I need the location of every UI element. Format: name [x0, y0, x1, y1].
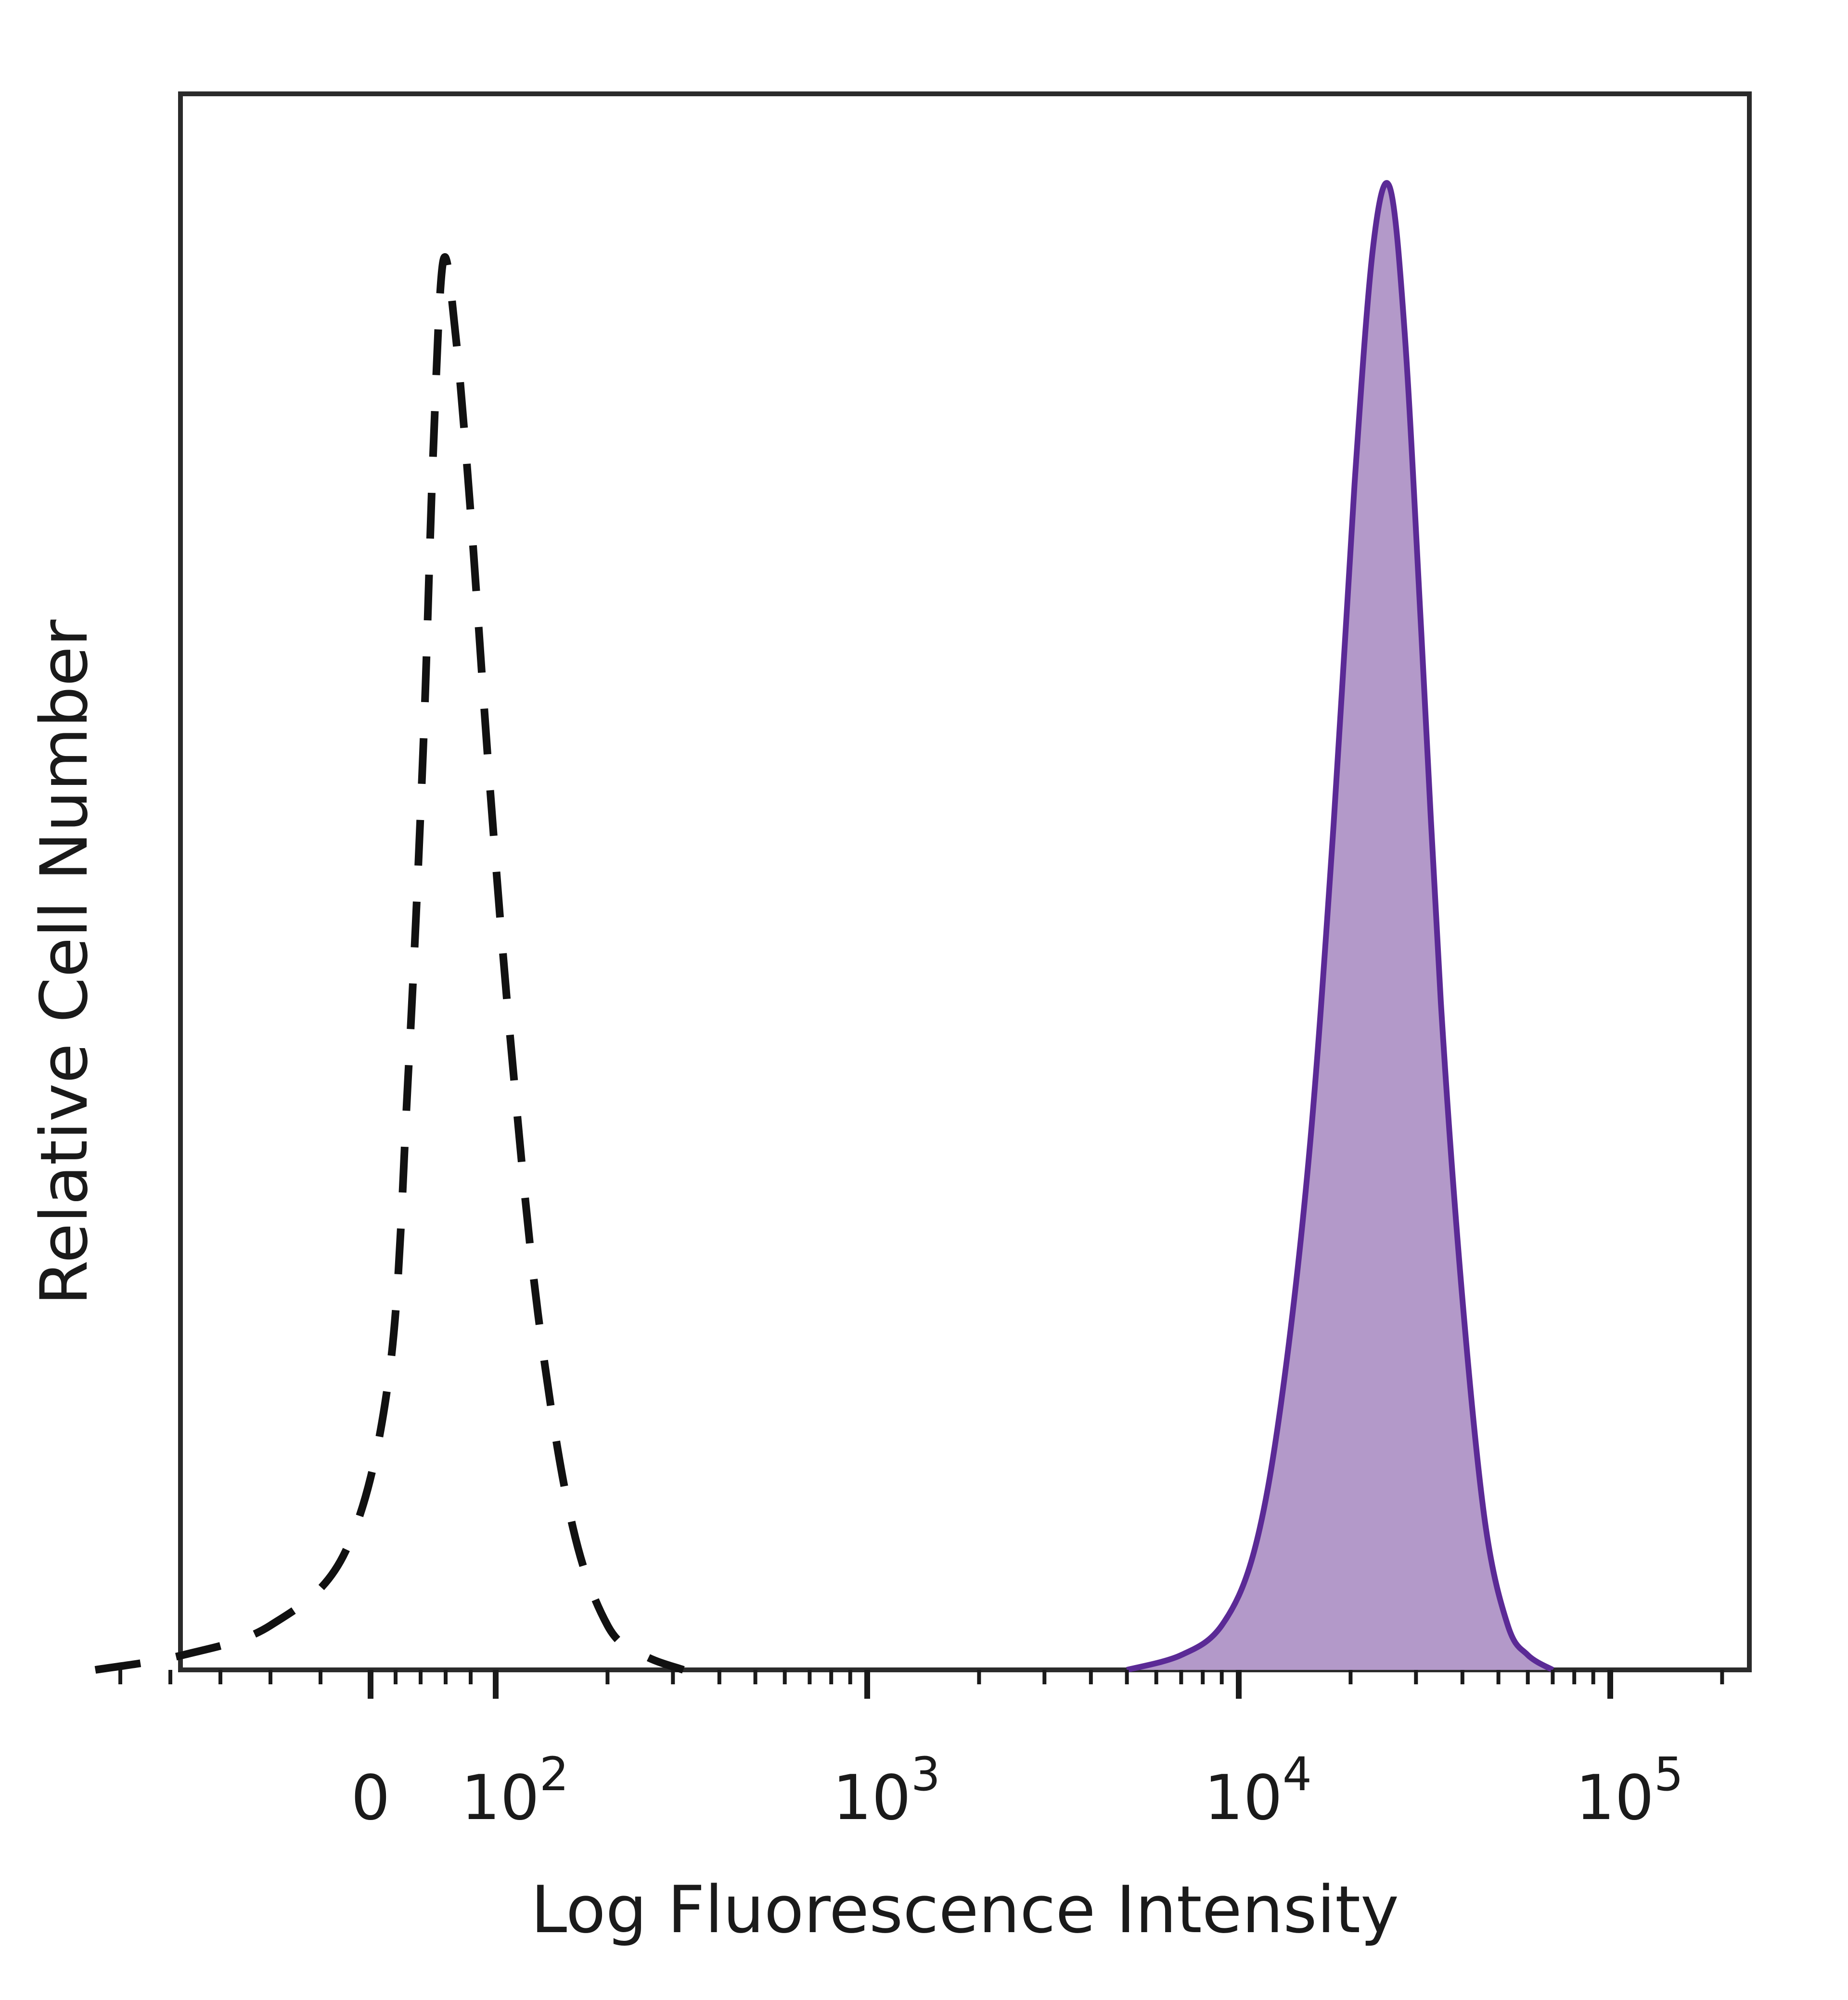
x-tick-label: 105 — [1576, 1747, 1683, 1834]
x-tick-label: 103 — [833, 1747, 940, 1834]
plot-area — [178, 91, 1752, 1672]
series-1-line — [1126, 180, 1554, 1673]
y-axis-title: Relative Cell Number — [26, 619, 102, 1305]
x-tick-label: 102 — [461, 1747, 569, 1834]
x-tick-label: 104 — [1204, 1747, 1312, 1834]
series-1-fill — [1127, 183, 1553, 1670]
x-axis: 0 102 103 104 105 — [118, 1670, 1724, 1834]
series-layer — [94, 180, 1554, 1674]
x-tick-label: 0 — [351, 1762, 390, 1834]
series-0-line — [94, 253, 685, 1674]
x-axis-title: Log Fluorescence Intensity — [531, 1872, 1399, 1948]
